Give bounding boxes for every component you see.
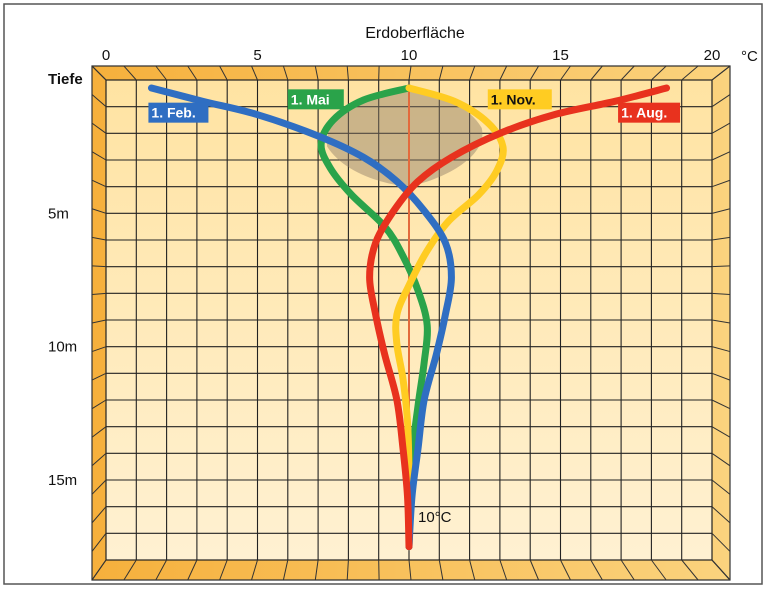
legend-label: 1. Aug. — [621, 105, 667, 121]
legend-label: 1. Feb. — [151, 105, 195, 121]
y-tick-label: 10m — [48, 339, 77, 356]
x-tick-label: 20 — [704, 47, 721, 64]
x-tick-label: 0 — [102, 47, 110, 64]
legend-label: 1. Nov. — [491, 91, 536, 107]
legend-label: 1. Mai — [291, 91, 330, 107]
y-axis-label: Tiefe — [48, 71, 83, 88]
x-unit-label: °C — [741, 48, 758, 65]
reference-line-label: 10°C — [418, 509, 452, 526]
x-tick-label: 5 — [253, 47, 261, 64]
x-tick-label: 10 — [401, 47, 418, 64]
chart-title: Erdoberfläche — [365, 25, 465, 42]
x-tick-label: 15 — [552, 47, 569, 64]
y-tick-label: 15m — [48, 472, 77, 489]
y-tick-label: 5m — [48, 205, 69, 222]
